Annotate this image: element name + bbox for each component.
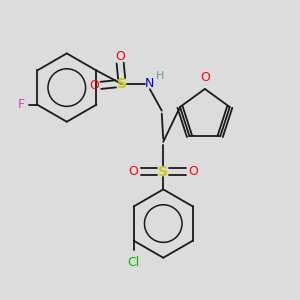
Text: O: O bbox=[188, 165, 198, 178]
Text: S: S bbox=[117, 77, 127, 91]
Text: S: S bbox=[158, 164, 168, 178]
Text: O: O bbox=[129, 165, 139, 178]
Text: N: N bbox=[145, 77, 154, 90]
Text: H: H bbox=[155, 71, 164, 81]
Text: O: O bbox=[200, 71, 210, 85]
Text: O: O bbox=[115, 50, 125, 63]
Text: O: O bbox=[89, 79, 99, 92]
Text: F: F bbox=[18, 98, 25, 111]
Text: Cl: Cl bbox=[128, 256, 140, 268]
